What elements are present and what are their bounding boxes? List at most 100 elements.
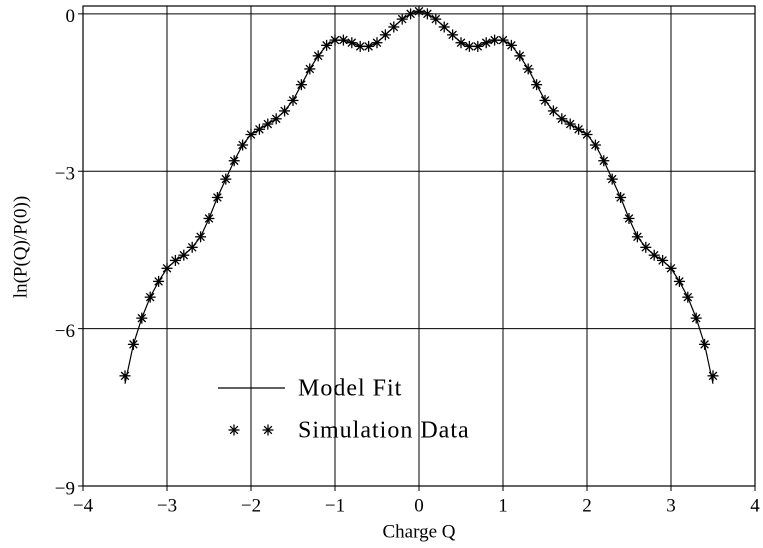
asterisk-marker: [539, 94, 551, 106]
asterisk-stroke: [381, 30, 390, 40]
asterisk-stroke: [339, 35, 348, 45]
asterisk-marker: [304, 63, 316, 75]
asterisk-marker: [514, 50, 526, 62]
asterisk-stroke: [490, 35, 499, 45]
asterisk-stroke: [700, 340, 709, 349]
asterisk-stroke: [238, 140, 247, 150]
asterisk-stroke: [313, 51, 323, 61]
asterisk-stroke: [297, 80, 306, 89]
asterisk-marker: [547, 105, 559, 117]
asterisk-stroke: [540, 96, 550, 105]
asterisk-marker: [245, 129, 257, 141]
asterisk-marker: [287, 94, 299, 106]
asterisk-marker: [405, 8, 417, 20]
asterisk-marker: [430, 13, 442, 25]
asterisk-marker: [447, 29, 459, 41]
asterisk-stroke: [641, 243, 651, 252]
asterisk-marker: [480, 37, 492, 49]
y-tick-label: −3: [55, 164, 75, 185]
x-tick-label: 1: [498, 495, 508, 516]
asterisk-stroke: [406, 9, 415, 19]
asterisk-stroke: [675, 277, 684, 286]
asterisk-stroke: [591, 140, 600, 150]
x-tick-label: 2: [582, 495, 592, 516]
asterisk-marker: [522, 63, 534, 75]
asterisk-stroke: [683, 292, 693, 302]
asterisk-marker: [379, 29, 391, 41]
asterisk-marker: [657, 254, 669, 266]
asterisk-marker: [438, 21, 450, 33]
asterisk-stroke: [305, 64, 315, 74]
asterisk-marker: [690, 312, 702, 324]
asterisk-stroke: [255, 124, 264, 134]
asterisk-stroke: [246, 130, 256, 139]
asterisk-marker: [648, 249, 660, 261]
y-tick-label: −9: [55, 478, 75, 499]
asterisk-marker: [589, 139, 601, 151]
asterisk-stroke: [523, 64, 533, 74]
asterisk-stroke: [607, 174, 617, 184]
y-tick-label: 0: [66, 6, 76, 27]
asterisk-marker: [564, 118, 576, 130]
asterisk-marker: [153, 275, 165, 287]
asterisk-marker: [119, 370, 131, 382]
asterisk-stroke: [616, 193, 625, 202]
asterisk-stroke: [179, 250, 189, 260]
asterisk-marker: [186, 241, 198, 253]
asterisk-marker: [673, 275, 685, 287]
asterisk-stroke: [196, 232, 205, 242]
asterisk-marker: [270, 113, 282, 125]
asterisk-stroke: [355, 42, 365, 51]
asterisk-stroke: [397, 14, 407, 24]
asterisk-stroke: [162, 263, 172, 273]
asterisk-stroke: [229, 425, 239, 435]
asterisk-marker: [321, 39, 333, 51]
x-tick-label: 0: [414, 495, 424, 516]
asterisk-marker: [598, 155, 610, 167]
asterisk-stroke: [574, 124, 583, 134]
asterisk-stroke: [599, 156, 609, 166]
asterisk-stroke: [204, 214, 214, 223]
y-axis-label: ln(P(Q)/P(0)): [10, 196, 31, 298]
asterisk-stroke: [649, 250, 659, 260]
asterisk-stroke: [120, 371, 130, 381]
asterisk-marker: [363, 40, 375, 52]
asterisk-marker: [295, 79, 307, 91]
asterisk-stroke: [372, 38, 382, 48]
asterisk-marker: [220, 173, 232, 185]
asterisk-stroke: [423, 9, 432, 19]
asterisk-marker: [237, 139, 249, 151]
asterisk-marker: [413, 5, 425, 17]
asterisk-marker: [346, 37, 358, 49]
asterisk-marker: [573, 123, 585, 135]
asterisk-marker: [531, 79, 543, 91]
asterisk-stroke: [532, 80, 541, 89]
asterisk-stroke: [691, 313, 701, 323]
x-tick-label: 3: [666, 495, 676, 516]
asterisk-stroke: [280, 106, 289, 116]
asterisk-stroke: [549, 106, 558, 116]
asterisk-stroke: [137, 313, 147, 323]
asterisk-stroke: [666, 263, 676, 273]
asterisk-stroke: [145, 292, 155, 302]
asterisk-marker: [631, 231, 643, 243]
asterisk-stroke: [515, 51, 525, 61]
x-tick-label: −4: [73, 495, 94, 516]
asterisk-marker: [211, 191, 223, 203]
asterisk-stroke: [322, 41, 331, 50]
asterisk-stroke: [456, 38, 466, 48]
asterisk-marker: [497, 34, 509, 46]
asterisk-stroke: [624, 214, 634, 223]
asterisk-marker: [455, 37, 467, 49]
asterisk-marker: [144, 291, 156, 303]
asterisk-marker: [623, 212, 635, 224]
asterisk-marker: [337, 34, 349, 46]
asterisk-marker: [195, 231, 207, 243]
asterisk-stroke: [229, 156, 239, 166]
asterisk-stroke: [658, 256, 667, 265]
asterisk-stroke: [221, 174, 231, 184]
asterisk-stroke: [154, 277, 163, 286]
asterisk-marker: [581, 129, 593, 141]
